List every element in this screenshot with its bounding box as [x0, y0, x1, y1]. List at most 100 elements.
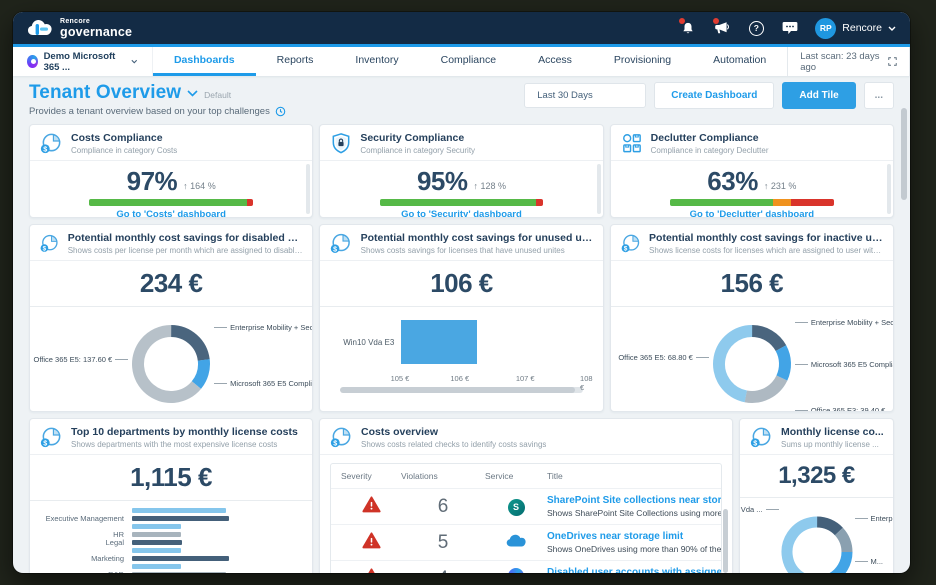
avatar: RP [815, 17, 837, 39]
tile-scrollbar[interactable] [306, 164, 311, 214]
feedback-chat-icon[interactable] [781, 19, 799, 37]
donut-label: Office 365 E5: 68.80 € [618, 353, 709, 362]
checks-table: Severity Violations Service Title 6 S SharePoi… [330, 463, 722, 573]
tab-access[interactable]: Access [538, 54, 572, 66]
check-description: Shows SharePoint Site Collections using … [547, 508, 722, 518]
tile-costs-overview: $ Costs overview Shows costs related che… [319, 418, 733, 573]
sharepoint-icon: S [507, 498, 525, 516]
page-scrollbar[interactable] [901, 108, 907, 200]
microsoft365-icon [508, 568, 524, 573]
table-row[interactable]: 6 S SharePoint Site collections near stora… [331, 489, 721, 525]
x-axis-ticks: 105 € 106 € 107 € 108 € [391, 371, 593, 392]
donut-rings [781, 516, 852, 573]
announcement-badge [713, 18, 720, 24]
compliance-value: 63% [707, 166, 758, 196]
x-tick-label: 107 € [515, 374, 535, 383]
tile-savings-disabled-users: $ Potential monthly cost savings for dis… [29, 224, 314, 412]
departments-bar-chart: Executive ManagementHRLegalMarketingR&DO… [30, 501, 312, 573]
history-clock-icon[interactable] [275, 106, 286, 117]
goto-costs-dashboard-link[interactable]: Go to 'Costs' dashboard [116, 209, 226, 218]
svg-text:$: $ [333, 439, 337, 447]
donut-rings [712, 325, 791, 403]
bar-category-label: Win10 Vda E3 [343, 337, 395, 347]
tab-reports[interactable]: Reports [276, 54, 314, 66]
pie-dollar-icon: $ [330, 427, 351, 447]
goto-security-dashboard-link[interactable]: Go to 'Security' dashboard [401, 209, 522, 218]
svg-text:$: $ [333, 246, 337, 253]
tab-compliance[interactable]: Compliance [440, 54, 497, 66]
tile-grid-bottom: $ Top 10 departments by monthly license … [29, 418, 894, 573]
check-title-link[interactable]: SharePoint Site collections near storage… [547, 495, 722, 506]
divider [30, 500, 312, 501]
tile-scrollbar[interactable] [887, 164, 891, 214]
department-bar-row [30, 506, 300, 514]
tile-scrollbar[interactable] [596, 164, 601, 214]
donut-chart: Enterprise Mobility + Security E5:... Mic… [30, 309, 312, 411]
dashboard-switch-chevron-icon[interactable] [187, 89, 198, 97]
tile-security-compliance: Security Compliance Compliance in catego… [319, 124, 604, 218]
pie-dollar-icon: $ [331, 233, 351, 253]
tile-title: Potential monthly cost savings for inact… [649, 232, 884, 244]
department-bar-row: HR [30, 530, 300, 539]
tile-title: Declutter Compliance [650, 132, 759, 144]
department-bar-row [30, 546, 300, 554]
table-header-row: Severity Violations Service Title [331, 464, 721, 489]
user-menu[interactable]: RP Rencore [815, 17, 896, 39]
time-range-select[interactable]: Last 30 Days [524, 83, 647, 108]
tenant-selector[interactable]: Demo Microsoft 365 ... [23, 47, 153, 76]
tile-costs-compliance: $ Costs Compliance Compliance in categor… [29, 124, 314, 218]
svg-text:$: $ [623, 246, 627, 253]
check-title-link[interactable]: OneDrives near storage limit [547, 531, 684, 542]
bar-segment [535, 199, 544, 206]
warning-icon [367, 567, 375, 573]
notifications-bell-icon[interactable] [679, 18, 697, 37]
pie-dollar-icon: $ [40, 133, 61, 153]
column-header[interactable]: Title [547, 471, 563, 481]
check-title-link[interactable]: Disabled user accounts with assigned lic… [547, 567, 722, 573]
tile-subtitle: Shows costs per license per month which … [67, 246, 304, 255]
main-nav: Demo Microsoft 365 ... Dashboards Reports… [13, 47, 910, 76]
compliance-value: 97% [126, 166, 178, 196]
column-header[interactable]: Violations [401, 471, 438, 481]
chart-horizontal-scrollbar[interactable] [340, 387, 583, 393]
pie-dollar-icon: $ [40, 234, 58, 252]
goto-declutter-dashboard-link[interactable]: Go to 'Declutter' dashboard [689, 209, 814, 218]
column-header[interactable]: Severity [341, 471, 372, 481]
donut-label: Enterprise Mobility + Security E5:... [214, 323, 312, 332]
dashboard-content: Tenant Overview Default Provides a tenan… [13, 76, 910, 573]
total-value: 1,115 € [130, 462, 212, 492]
tab-inventory[interactable]: Inventory [355, 54, 399, 66]
page-header: Tenant Overview Default Provides a tenan… [29, 82, 894, 117]
more-options-button[interactable]: ... [863, 82, 894, 109]
table-row[interactable]: 5 OneDrives near storage limit Shows OneDr… [331, 525, 721, 561]
department-bar-row: R&D [30, 570, 300, 573]
help-icon[interactable]: ? [747, 19, 765, 37]
donut-label: Win10 Vda ... [740, 505, 779, 514]
create-dashboard-button[interactable]: Create Dashboard [654, 82, 775, 109]
bar-segment [379, 199, 536, 206]
announcements-megaphone-icon[interactable] [713, 18, 731, 37]
brand-product: governance [60, 24, 133, 39]
bar-segment [247, 199, 254, 206]
tab-dashboards[interactable]: Dashboards [152, 47, 256, 76]
declutter-boxes-icon [622, 134, 641, 153]
table-row[interactable]: 4 Disabled user accounts with assigned li… [331, 561, 721, 573]
svg-text:$: $ [753, 439, 757, 447]
compliance-value: 95% [416, 166, 468, 196]
tile-subtitle: Shows license costs for licenses which a… [649, 246, 884, 255]
tab-provisioning[interactable]: Provisioning [613, 54, 672, 66]
tab-automation[interactable]: Automation [713, 54, 767, 66]
last-scan-indicator[interactable]: Last scan: 23 days ago [787, 47, 910, 76]
savings-value: 106 € [430, 268, 493, 298]
topbar: Rencore governance ? RP Rencore [13, 12, 910, 44]
tenant-label: Demo Microsoft 365 ... [43, 50, 116, 73]
table-scrollbar[interactable] [723, 509, 728, 573]
column-header[interactable]: Service [485, 471, 514, 481]
tile-subtitle: Shows costs related checks to identify c… [361, 440, 547, 449]
donut-label: Enterprise Mobility + Security E5: 2... [794, 318, 893, 327]
compliance-bar [669, 199, 834, 206]
savings-value: 234 € [139, 268, 203, 298]
violations-count: 6 [437, 495, 449, 517]
add-tile-button[interactable]: Add Tile [782, 82, 856, 109]
brand-name: Rencore [60, 17, 91, 25]
